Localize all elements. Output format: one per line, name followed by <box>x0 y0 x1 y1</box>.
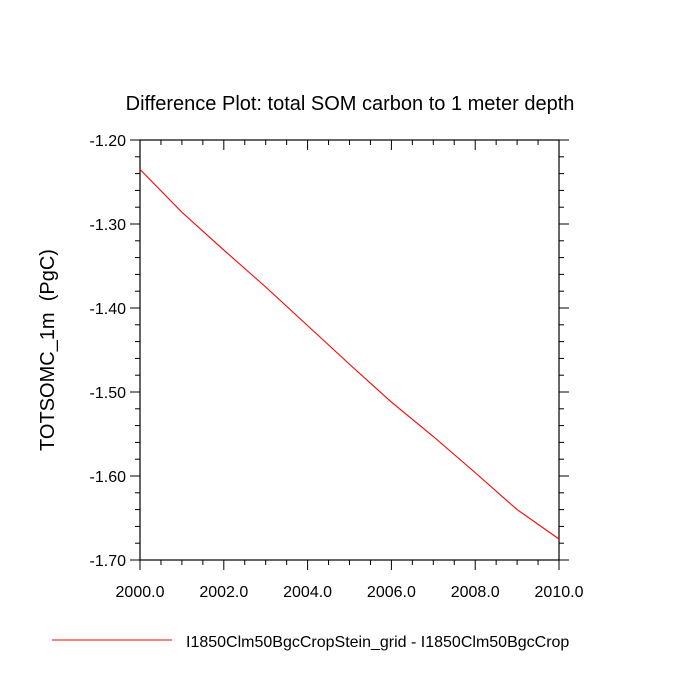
x-tick-label: 2010.0 <box>535 584 584 601</box>
legend: I1850Clm50BgcCropStein_grid - I1850Clm50… <box>52 634 569 651</box>
series-line <box>139 169 560 540</box>
y-tick-label: -1.40 <box>90 301 127 318</box>
x-tick-label: 2006.0 <box>367 584 416 601</box>
y-tick-labels: -1.20 -1.30 -1.40 -1.50 -1.60 -1.70 <box>90 133 127 570</box>
y-tick-label: -1.60 <box>90 469 127 486</box>
x-tick-label: 2000.0 <box>116 584 165 601</box>
y-tick-label: -1.50 <box>90 385 127 402</box>
y-tick-label: -1.70 <box>90 553 127 570</box>
series-group <box>139 169 560 540</box>
chart-title: Difference Plot: total SOM carbon to 1 m… <box>126 93 575 115</box>
x-tick-label: 2008.0 <box>451 584 500 601</box>
x-tick-label: 2002.0 <box>199 584 248 601</box>
legend-label: I1850Clm50BgcCropStein_grid - I1850Clm50… <box>186 634 569 651</box>
plot-frame <box>139 139 560 561</box>
y-tick-label: -1.30 <box>90 217 127 234</box>
y-tick-label: -1.20 <box>90 133 127 150</box>
y-axis-label: TOTSOMC_1m (PgC) <box>37 249 59 451</box>
axis-ticks <box>130 139 569 570</box>
x-tick-labels: 2000.0 2002.0 2004.0 2006.0 2008.0 2010.0 <box>116 584 584 601</box>
x-tick-label: 2004.0 <box>283 584 332 601</box>
